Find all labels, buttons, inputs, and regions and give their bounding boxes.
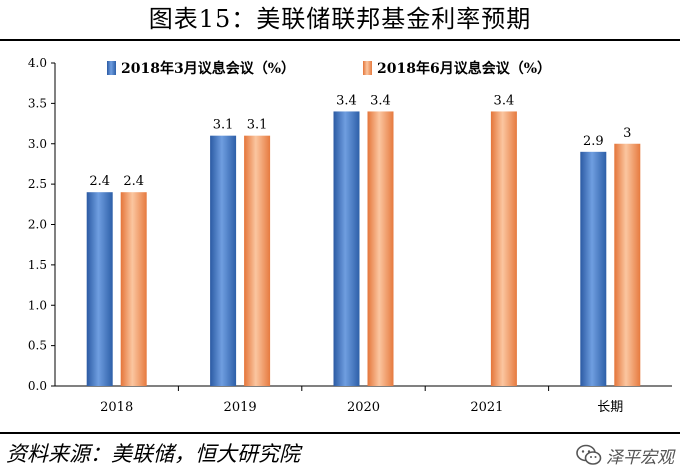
data-label: 3: [623, 126, 631, 141]
y-tick-label: 3.5: [28, 96, 47, 110]
y-tick-label: 1.5: [28, 258, 47, 272]
bar-series-2: [367, 111, 394, 386]
legend-label-1: 2018年3月议息会议（%）: [121, 60, 295, 77]
y-tick-label: 0.5: [28, 339, 47, 353]
y-tick-label: 3.0: [28, 137, 47, 151]
source-note: 资料来源：美联储，恒大研究院: [6, 442, 300, 466]
data-label: 2.9: [583, 134, 604, 149]
data-label: 3.1: [213, 118, 234, 133]
data-label: 3.4: [370, 93, 391, 108]
bar-series-1: [86, 192, 113, 386]
data-label: 3.4: [494, 93, 515, 108]
bar-series-1: [210, 135, 237, 386]
bar-series-2: [490, 111, 517, 386]
x-tick-label: 2019: [224, 400, 257, 415]
data-label: 2.4: [123, 174, 144, 189]
data-label: 2.4: [89, 174, 110, 189]
x-tick-label: 2018: [100, 400, 133, 415]
y-tick-label: 4.0: [28, 56, 47, 70]
bar-series-2: [120, 192, 147, 386]
footer-divider: [0, 432, 680, 434]
chart-title: 图表15：美联储联邦基金利率预期: [148, 5, 532, 33]
y-tick-label: 2.0: [28, 218, 47, 232]
brand-label: 泽平宏观: [606, 447, 674, 468]
y-tick-label: 1.0: [28, 298, 47, 312]
x-tick-label: 2021: [470, 400, 503, 415]
y-tick-label: 2.5: [28, 177, 47, 191]
legend-swatch-2: [363, 61, 372, 75]
bar-chart: 0.0 0.5 1.0 1.5 2.0 2.5 3.0 3.5 4.0 2018 2019 2020 2…: [28, 56, 672, 415]
bar-series-1: [580, 151, 607, 386]
x-tick-label: 2020: [347, 400, 380, 415]
legend-label-2: 2018年6月议息会议（%）: [377, 60, 551, 77]
data-label: 3.4: [336, 93, 357, 108]
legend-swatch-1: [107, 61, 116, 75]
brand-mark: 泽平宏观: [576, 441, 674, 469]
bar-series-1: [333, 111, 360, 386]
bar-series-2: [614, 143, 641, 386]
wechat-logo-icon: [576, 444, 602, 465]
bar-series-2: [244, 135, 271, 386]
title-divider: [0, 39, 680, 41]
y-tick-label: 0.0: [28, 379, 47, 393]
x-tick-label: 长期: [597, 400, 623, 415]
data-label: 3.1: [247, 118, 268, 133]
